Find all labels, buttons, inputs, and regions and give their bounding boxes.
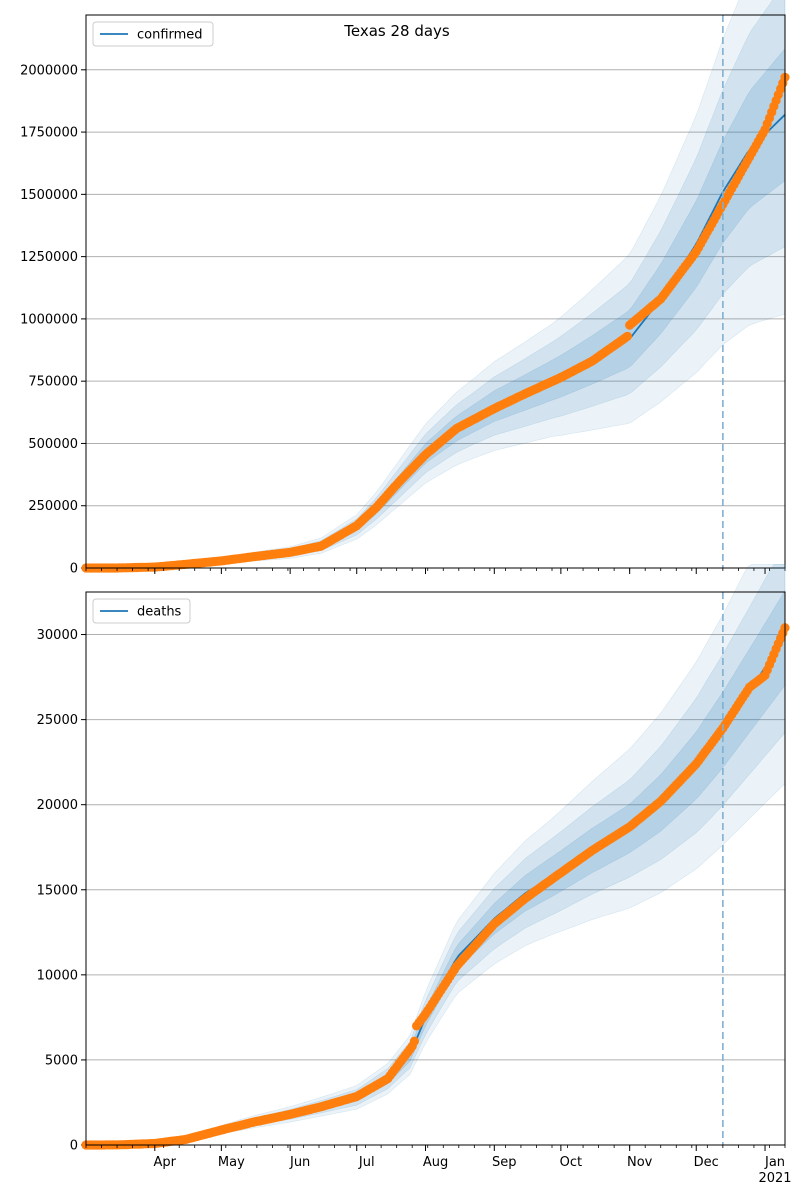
x-tick-label: Jul bbox=[358, 1155, 375, 1170]
legend-box bbox=[92, 21, 214, 47]
x-tick-label: May bbox=[218, 1155, 245, 1170]
x-tick-label: Jan bbox=[764, 1155, 785, 1170]
legend: deaths bbox=[92, 598, 191, 624]
y-tick-label: 1000000 bbox=[20, 312, 78, 327]
confidence-band bbox=[85, 564, 786, 1146]
y-tick-label: 15000 bbox=[37, 883, 78, 898]
y-tick-label: 2000000 bbox=[20, 63, 78, 78]
plot-frame bbox=[85, 591, 786, 1146]
deaths-panel: 0 5000 10000 15000 20000 25000 30000 deaths bbox=[37, 564, 790, 1154]
x-tick-label: Dec bbox=[694, 1155, 719, 1170]
y-tick-label: 1750000 bbox=[20, 126, 78, 141]
y-tick-label: 20000 bbox=[37, 798, 78, 813]
observed-point bbox=[622, 331, 633, 341]
y-tick-label: 750000 bbox=[28, 375, 78, 390]
chart-title: Texas 28 days bbox=[343, 22, 450, 40]
y-tick-label: 1500000 bbox=[20, 188, 78, 203]
y-tick-label: 0 bbox=[70, 1139, 78, 1154]
y-tick-label: 1250000 bbox=[20, 250, 78, 265]
y-tick-label: 5000 bbox=[45, 1053, 78, 1068]
x-tick-label: Aug bbox=[423, 1155, 448, 1170]
x-year-label: 2021 bbox=[758, 1171, 791, 1186]
x-tick-label: Oct bbox=[560, 1155, 582, 1170]
observed-point bbox=[409, 1036, 419, 1046]
y-tick-label: 250000 bbox=[28, 499, 78, 514]
confidence-band bbox=[86, 47, 786, 569]
legend-label: deaths bbox=[137, 605, 182, 620]
y-tick-label: 0 bbox=[70, 562, 78, 577]
plot-frame bbox=[85, 14, 786, 569]
x-tick-label: Sep bbox=[492, 1155, 517, 1170]
legend-label: confirmed bbox=[137, 28, 203, 43]
y-tick-label: 10000 bbox=[37, 968, 78, 983]
y-tick-label: 30000 bbox=[37, 628, 78, 643]
y-tick-label: 25000 bbox=[37, 713, 78, 728]
legend-box bbox=[92, 598, 191, 624]
y-tick-label: 500000 bbox=[28, 437, 78, 452]
x-tick-label: Jun bbox=[289, 1155, 310, 1170]
legend: confirmed bbox=[92, 21, 214, 47]
x-tick-label: Apr bbox=[154, 1155, 177, 1170]
confirmed-panel: 0 250000 500000 750000 1000000 1250000 1500000… bbox=[20, 0, 790, 577]
x-tick-label: Nov bbox=[627, 1155, 653, 1170]
